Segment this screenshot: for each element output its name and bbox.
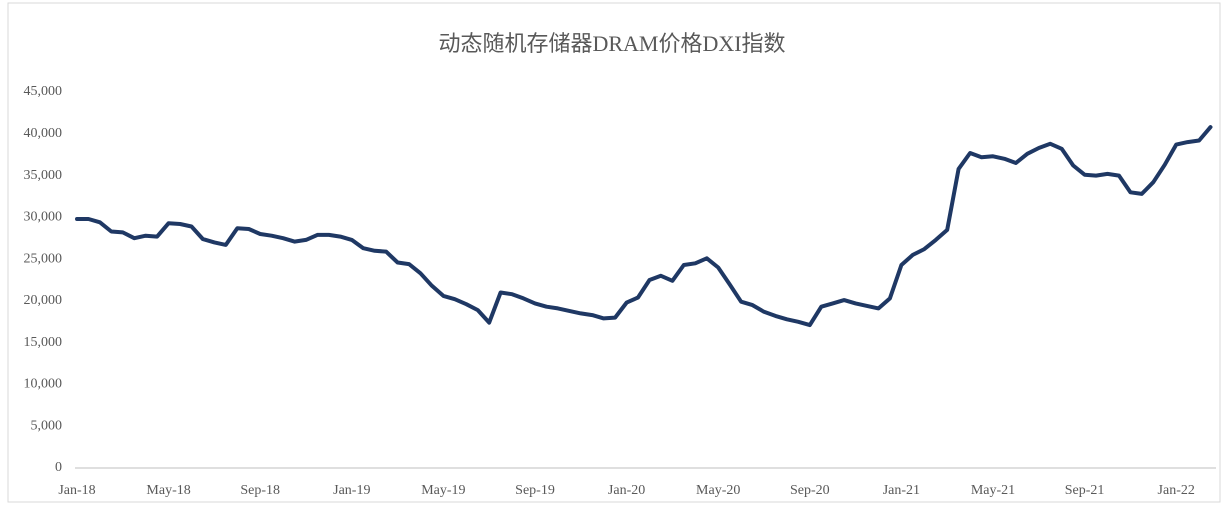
y-tick-label: 5,000 (31, 418, 63, 433)
x-tick-label: Sep-18 (240, 483, 280, 498)
y-tick-label: 20,000 (24, 293, 63, 308)
y-tick-label: 40,000 (24, 126, 63, 141)
y-tick-label: 15,000 (24, 335, 63, 350)
x-tick-label: Sep-21 (1065, 483, 1105, 498)
x-tick-label: May-21 (971, 483, 1015, 498)
x-tick-label: Sep-20 (790, 483, 830, 498)
y-tick-label: 0 (55, 460, 62, 475)
y-tick-label: 35,000 (24, 168, 63, 183)
x-tick-label: Jan-20 (608, 483, 645, 498)
chart-title: 动态随机存储器DRAM价格DXI指数 (438, 31, 785, 56)
y-tick-label: 10,000 (24, 377, 63, 392)
x-tick-label: Jan-19 (333, 483, 370, 498)
line-series (75, 125, 1213, 328)
x-tick-label: Jan-18 (58, 483, 95, 498)
x-tick-label: Jan-22 (1158, 483, 1195, 498)
x-tick-label: May-19 (421, 483, 465, 498)
chart-frame (7, 2, 1221, 503)
x-tick-label: Sep-19 (515, 483, 555, 498)
y-tick-label: 25,000 (24, 251, 63, 266)
x-tick-label: May-18 (146, 483, 190, 498)
x-tick-label: May-20 (696, 483, 740, 498)
y-tick-label: 30,000 (24, 210, 63, 225)
x-tick-label: Jan-21 (883, 483, 920, 498)
y-tick-label: 45,000 (24, 84, 63, 99)
